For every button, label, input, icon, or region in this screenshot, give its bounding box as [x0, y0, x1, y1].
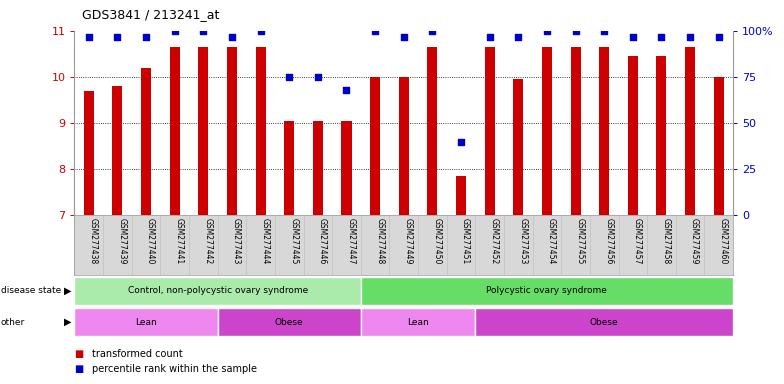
Point [684, 33, 696, 40]
FancyBboxPatch shape [74, 276, 361, 305]
Point [368, 28, 381, 34]
Bar [112, 86, 122, 215]
Bar [656, 56, 666, 215]
Point [598, 28, 611, 34]
Bar [399, 77, 408, 215]
Text: GSM277458: GSM277458 [662, 218, 670, 264]
FancyBboxPatch shape [361, 276, 733, 305]
FancyBboxPatch shape [475, 308, 733, 336]
Text: GSM277451: GSM277451 [461, 218, 470, 264]
Bar [685, 47, 695, 215]
Text: GSM277449: GSM277449 [404, 218, 412, 264]
Text: GSM277439: GSM277439 [118, 218, 126, 264]
Point [626, 33, 639, 40]
Bar [427, 47, 437, 215]
Text: percentile rank within the sample: percentile rank within the sample [92, 364, 256, 374]
Text: GSM277448: GSM277448 [375, 218, 384, 264]
Text: GSM277446: GSM277446 [318, 218, 327, 264]
Text: GSM277453: GSM277453 [518, 218, 528, 264]
Point [197, 28, 209, 34]
Text: GSM277444: GSM277444 [260, 218, 270, 264]
Point [569, 28, 582, 34]
Point [484, 33, 496, 40]
Text: disease state: disease state [1, 286, 61, 295]
Point [254, 28, 267, 34]
Text: GSM277438: GSM277438 [89, 218, 98, 264]
Bar [285, 121, 294, 215]
Bar [514, 79, 523, 215]
Text: other: other [1, 318, 25, 327]
Bar [456, 176, 466, 215]
Text: ■: ■ [74, 364, 84, 374]
Bar [342, 121, 351, 215]
Text: Control, non-polycystic ovary syndrome: Control, non-polycystic ovary syndrome [128, 286, 308, 295]
Point [283, 74, 296, 80]
Point [82, 33, 95, 40]
Text: GDS3841 / 213241_at: GDS3841 / 213241_at [82, 8, 220, 22]
Text: transformed count: transformed count [92, 349, 183, 359]
Point [455, 139, 467, 145]
Text: GSM277440: GSM277440 [146, 218, 155, 264]
FancyBboxPatch shape [218, 308, 361, 336]
Text: GSM277454: GSM277454 [547, 218, 556, 264]
Bar [141, 68, 151, 215]
FancyBboxPatch shape [74, 308, 218, 336]
Text: ■: ■ [74, 349, 84, 359]
Bar [713, 77, 724, 215]
Bar [485, 47, 495, 215]
Text: GSM277442: GSM277442 [203, 218, 212, 264]
Bar [599, 47, 609, 215]
Bar [571, 47, 581, 215]
Point [340, 87, 353, 93]
Point [397, 33, 410, 40]
Text: Lean: Lean [407, 318, 429, 327]
FancyBboxPatch shape [361, 308, 475, 336]
Point [541, 28, 554, 34]
Text: GSM277443: GSM277443 [232, 218, 241, 264]
Text: Polycystic ovary syndrome: Polycystic ovary syndrome [487, 286, 608, 295]
Text: GSM277456: GSM277456 [604, 218, 613, 264]
Point [512, 33, 524, 40]
Point [311, 74, 324, 80]
Text: Lean: Lean [135, 318, 157, 327]
Point [713, 33, 725, 40]
Text: GSM277452: GSM277452 [490, 218, 499, 264]
Text: GSM277459: GSM277459 [690, 218, 699, 264]
Text: Obese: Obese [590, 318, 619, 327]
Bar [542, 47, 552, 215]
Bar [198, 47, 209, 215]
Bar [256, 47, 266, 215]
Text: GSM277450: GSM277450 [433, 218, 441, 264]
Bar [628, 56, 638, 215]
Text: GSM277447: GSM277447 [347, 218, 355, 264]
Bar [313, 121, 323, 215]
Text: GSM277445: GSM277445 [289, 218, 298, 264]
Text: Obese: Obese [275, 318, 303, 327]
Point [140, 33, 152, 40]
Text: GSM277441: GSM277441 [175, 218, 183, 264]
Bar [169, 47, 180, 215]
Text: GSM277460: GSM277460 [719, 218, 728, 264]
Text: ▶: ▶ [64, 286, 72, 296]
Bar [227, 47, 237, 215]
Point [169, 28, 181, 34]
Text: GSM277457: GSM277457 [633, 218, 642, 264]
Point [226, 33, 238, 40]
Bar [84, 91, 94, 215]
Text: GSM277455: GSM277455 [575, 218, 585, 264]
Point [655, 33, 668, 40]
Text: ▶: ▶ [64, 317, 72, 327]
Bar [370, 77, 380, 215]
Point [111, 33, 124, 40]
Point [426, 28, 439, 34]
